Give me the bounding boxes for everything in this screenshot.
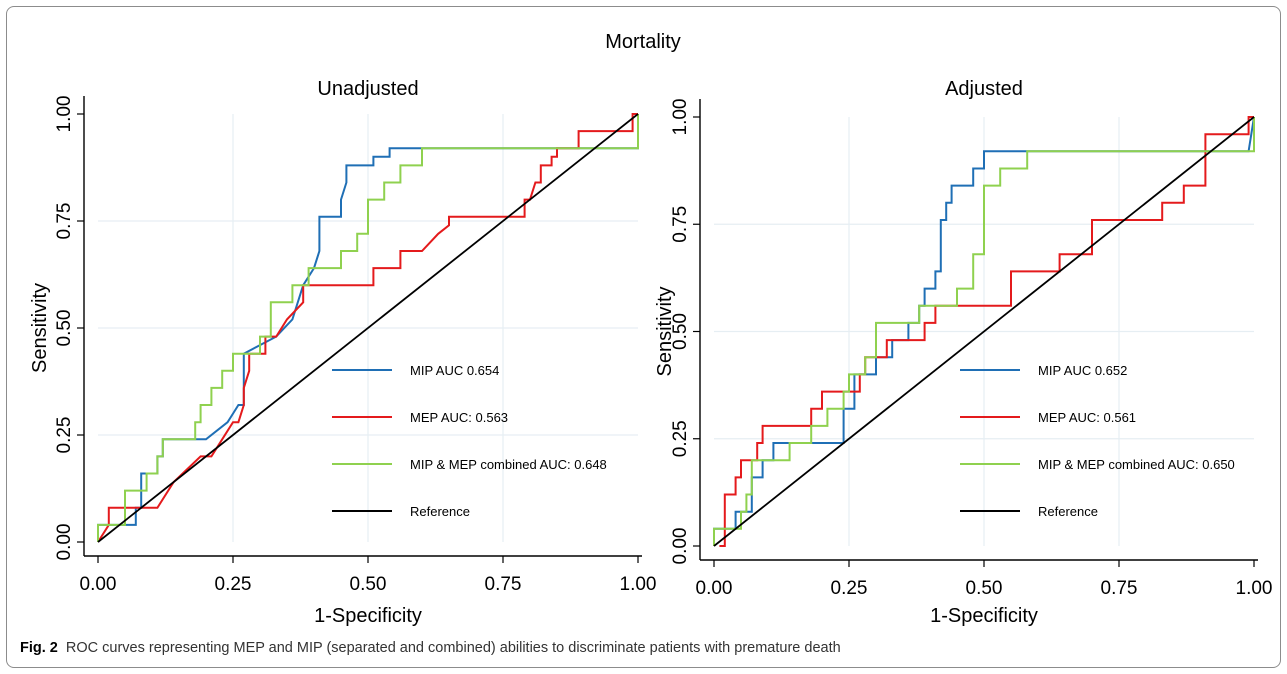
x-tick-label: 0.00 (80, 574, 117, 595)
y-axis-label: Sensitivity (654, 286, 676, 376)
x-tick-label: 0.75 (485, 574, 522, 595)
panel-title: Unadjusted (317, 78, 418, 100)
legend-label-mip: MIP AUC 0.652 (1038, 363, 1127, 378)
figure-frame (6, 6, 1281, 668)
legend-label-reference: Reference (410, 504, 470, 519)
y-tick-label: 0.50 (670, 313, 691, 350)
legend-label-mip: MIP AUC 0.654 (410, 363, 499, 378)
legend-label-reference: Reference (1038, 504, 1098, 519)
x-tick-label: 0.25 (831, 578, 868, 599)
caption-text: ROC curves representing MEP and MIP (sep… (65, 640, 841, 656)
figure-title: Mortality (605, 31, 681, 53)
legend-label-combined: MIP & MEP combined AUC: 0.650 (1038, 457, 1235, 472)
x-axis-label: 1-Specificity (930, 605, 1038, 627)
figure-caption: Fig. 2 ROC curves representing MEP and MI… (20, 640, 1260, 656)
legend-label-combined: MIP & MEP combined AUC: 0.648 (410, 457, 607, 472)
y-tick-label: 0.00 (54, 524, 75, 561)
legend-label-mep: MEP AUC: 0.561 (1038, 410, 1136, 425)
x-axis-label: 1-Specificity (314, 605, 422, 627)
series-line-combined (713, 117, 1255, 546)
x-tick-label: 0.75 (1101, 578, 1138, 599)
x-tick-label: 0.50 (966, 578, 1003, 599)
panel-title: Adjusted (945, 78, 1023, 100)
y-axis-label: Sensitivity (29, 283, 51, 373)
x-tick-label: 1.00 (1236, 578, 1273, 599)
panel-unadjusted: 0.00 0.25 0.50 0.75 1.00 0.00 0.25 0.50 0.75 1.00… (29, 78, 656, 627)
series-line-mep (97, 113, 638, 543)
y-tick-label: 0.25 (54, 417, 75, 454)
series-line-combined (97, 114, 639, 542)
panel-adjusted: 0.00 0.25 0.50 0.75 1.00 0.00 0.25 0.50 0.75 1.00… (654, 78, 1272, 627)
y-tick-label: 1.00 (54, 96, 75, 133)
y-tick-label: 0.75 (54, 203, 75, 240)
roc-figure: Mortality 0.00 0.25 0.50 0.75 1.000.000.250.… (29, 31, 1272, 627)
x-tick-label: 0.50 (350, 574, 387, 595)
y-tick-label: 0.50 (54, 310, 75, 347)
y-tick-label: 0.00 (670, 528, 691, 565)
y-tick-label: 0.75 (670, 206, 691, 243)
series-line-reference (713, 116, 1255, 547)
series-line-reference (97, 113, 639, 543)
x-tick-label: 0.00 (696, 578, 733, 599)
y-tick-label: 0.25 (670, 420, 691, 457)
y-tick-label: 1.00 (670, 99, 691, 136)
legend-label-mep: MEP AUC: 0.563 (410, 410, 508, 425)
x-tick-label: 0.25 (215, 574, 252, 595)
x-tick-label: 1.00 (620, 574, 657, 595)
caption-label: Fig. 2 (20, 640, 58, 656)
